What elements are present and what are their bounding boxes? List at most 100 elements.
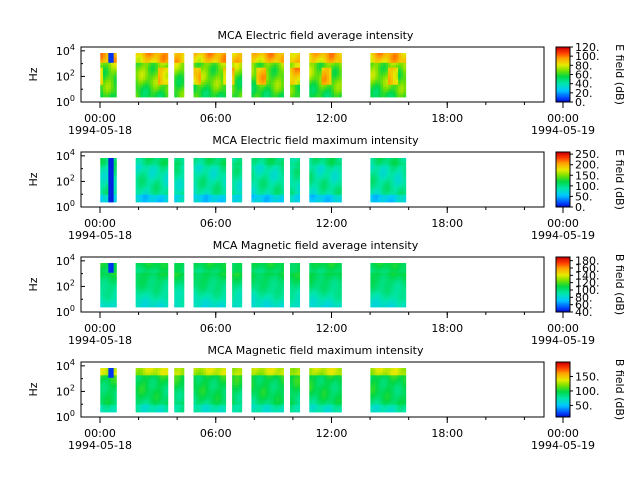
spectrogram-cell xyxy=(145,199,149,203)
spectrogram-cell xyxy=(324,292,327,296)
spectrogram-cell xyxy=(336,158,340,161)
colorbar-swatch xyxy=(556,164,570,167)
spectrogram-cell xyxy=(268,79,272,83)
spectrogram-cell xyxy=(213,180,217,183)
spectrogram-cell xyxy=(218,60,222,64)
spectrogram-cell xyxy=(179,94,182,98)
spectrogram-cell xyxy=(273,263,277,266)
spectrogram-cell xyxy=(268,92,272,95)
spectrogram-cell xyxy=(278,297,282,301)
spectrogram-cell xyxy=(331,60,335,64)
spectrogram-cell xyxy=(294,89,298,93)
spectrogram-cell xyxy=(268,277,272,281)
spectrogram-cell xyxy=(160,60,164,64)
spectrogram-cell xyxy=(157,167,161,171)
spectrogram-cell xyxy=(181,77,185,81)
spectrogram-cell xyxy=(196,57,199,61)
spectrogram-cell xyxy=(380,289,384,293)
spectrogram-cell xyxy=(372,299,376,303)
spectrogram-cell xyxy=(372,292,376,296)
spectrogram-cell xyxy=(179,184,182,188)
spectrogram-cell xyxy=(380,160,384,164)
spectrogram-cell xyxy=(236,87,240,91)
spectrogram-cell xyxy=(232,184,235,188)
spectrogram-cell xyxy=(143,263,146,266)
spectrogram-cell xyxy=(218,172,222,176)
spectrogram-cell xyxy=(157,170,161,174)
spectrogram-cell xyxy=(102,304,107,308)
spectrogram-cell xyxy=(336,82,340,86)
spectrogram-cell xyxy=(223,77,227,81)
spectrogram-cell xyxy=(220,82,224,86)
spectrogram-cell xyxy=(203,199,207,203)
spectrogram-cell xyxy=(326,160,330,164)
spectrogram-cell xyxy=(148,72,151,76)
spectrogram-cell xyxy=(319,67,323,71)
spectrogram-cell xyxy=(176,77,180,81)
spectrogram-cell xyxy=(329,175,332,178)
spectrogram-cell xyxy=(150,65,154,69)
spectrogram-cell xyxy=(309,187,313,191)
spectrogram-cell xyxy=(208,158,212,161)
spectrogram-cell xyxy=(258,180,262,183)
spectrogram-cell xyxy=(316,277,320,281)
spectrogram-cell xyxy=(326,275,330,279)
spectrogram-cell xyxy=(155,297,159,301)
spectrogram-cell xyxy=(266,62,270,66)
spectrogram-cell xyxy=(213,294,217,298)
data-interval xyxy=(289,53,301,98)
colorbar-swatch xyxy=(556,187,570,190)
spectrogram-cell xyxy=(208,285,212,288)
spectrogram-cell xyxy=(398,299,402,303)
spectrogram-cell xyxy=(329,94,332,98)
spectrogram-cell xyxy=(309,84,313,88)
spectrogram-cell xyxy=(276,77,280,81)
spectrogram-cell xyxy=(311,87,315,91)
spectrogram-cell xyxy=(143,177,146,181)
colorbar-label: B field (dB) xyxy=(613,254,626,315)
spectrogram-cell xyxy=(289,272,293,276)
spectrogram-cell xyxy=(200,270,204,274)
spectrogram-cell xyxy=(311,177,315,181)
spectrogram-cell xyxy=(108,263,112,266)
spectrogram-cell xyxy=(148,282,151,286)
spectrogram-cell xyxy=(273,87,277,91)
spectrogram-cell xyxy=(234,70,238,73)
spectrogram-cell xyxy=(331,187,335,191)
spectrogram-cell xyxy=(198,282,202,286)
spectrogram-cell xyxy=(370,270,374,274)
spectrogram-cell xyxy=(105,282,109,286)
spectrogram-cell xyxy=(205,282,209,286)
spectrogram-cell xyxy=(100,409,104,413)
spectrogram-cell xyxy=(273,89,277,93)
spectrogram-cell xyxy=(181,167,185,171)
spectrogram-cell xyxy=(321,189,325,193)
spectrogram-cell xyxy=(311,94,315,98)
spectrogram-cell xyxy=(135,75,139,78)
x-tick-label: 06:00 xyxy=(200,112,232,125)
spectrogram-cell xyxy=(152,172,156,176)
spectrogram-cell xyxy=(239,277,243,281)
spectrogram-cell xyxy=(266,282,270,286)
spectrogram-cell xyxy=(338,187,342,191)
spectrogram-cell xyxy=(253,82,257,86)
spectrogram-cell xyxy=(140,177,144,181)
spectrogram-cell xyxy=(390,197,394,200)
spectrogram-cell xyxy=(385,267,389,271)
spectrogram-cell xyxy=(234,270,238,274)
spectrogram-cell xyxy=(321,277,325,281)
spectrogram-cell xyxy=(157,289,161,293)
spectrogram-cell xyxy=(140,182,144,186)
spectrogram-cell xyxy=(321,292,325,296)
spectrogram-cell xyxy=(102,77,107,81)
spectrogram-cell xyxy=(398,75,402,78)
spectrogram-cell xyxy=(232,82,235,86)
spectrogram-cell xyxy=(329,53,332,56)
spectrogram-cell xyxy=(261,72,265,76)
spectrogram-cell xyxy=(165,82,169,86)
spectrogram-cell xyxy=(314,79,318,83)
spectrogram-cell xyxy=(289,263,293,266)
spectrogram-cell xyxy=(309,199,313,203)
spectrogram-cell xyxy=(213,292,217,296)
spectrogram-cell xyxy=(316,172,320,176)
